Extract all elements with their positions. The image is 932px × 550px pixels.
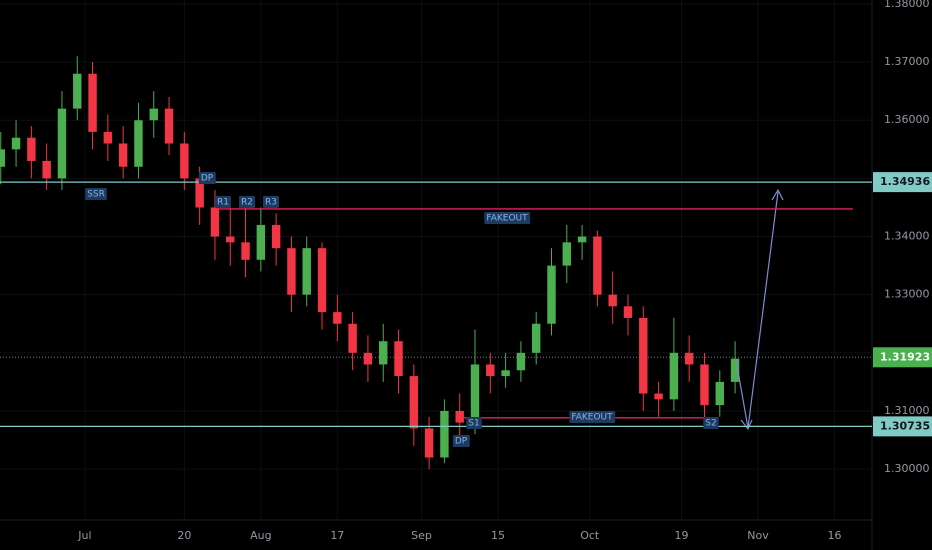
annotation-label: R3 [265, 198, 277, 208]
x-tick-label: 19 [675, 529, 689, 542]
candle-body [103, 131, 113, 144]
price-tag [873, 172, 932, 193]
annotation-label: FAKEOUT [486, 214, 528, 224]
x-tick-label: Nov [747, 529, 769, 542]
candle-body [180, 143, 189, 179]
candle-body [440, 410, 449, 458]
candle-body [333, 312, 342, 324]
candle-body [11, 137, 21, 150]
candle-body [547, 265, 556, 324]
annotation-badge [484, 212, 531, 224]
candle-body [226, 236, 235, 243]
candle-body [639, 317, 648, 394]
candle-body [424, 428, 434, 458]
annotation-label: R2 [241, 198, 253, 208]
annotation-label: SSR [87, 190, 105, 200]
candle-body [134, 120, 143, 167]
candle-body [394, 341, 403, 377]
candle-body [531, 323, 541, 353]
price-tag [873, 416, 932, 437]
price-tag-label: 1.34936 [880, 175, 930, 188]
candle-body [501, 370, 510, 377]
candle-body [516, 352, 526, 371]
candle-body [348, 323, 357, 353]
annotation-label: FAKEOUT [571, 413, 613, 423]
candle-body [654, 393, 663, 400]
price-tag-label: 1.31923 [880, 350, 930, 363]
candle-body [455, 410, 464, 423]
candle-body [730, 358, 740, 382]
candle-body [608, 294, 617, 307]
x-tick-label: Jul [77, 529, 91, 542]
candle-body [73, 73, 82, 109]
candle-body [149, 108, 158, 121]
price-tag [873, 347, 932, 368]
candle-body [623, 306, 633, 318]
x-tick-label: 15 [491, 529, 505, 542]
candle-body [486, 364, 495, 377]
annotation-label: DP [455, 437, 468, 447]
candle-body [271, 224, 281, 249]
annotation-badge [452, 435, 470, 447]
x-tick-label: 20 [177, 529, 191, 542]
candle-body [195, 178, 204, 208]
candle-body [256, 224, 266, 260]
candle-body [27, 137, 36, 161]
y-tick-label: 1.30000 [884, 462, 930, 475]
candle-body [287, 248, 296, 295]
arrow-head [740, 419, 753, 431]
candle-body [0, 149, 5, 167]
annotation-badge [198, 172, 216, 184]
annotation-badge [85, 188, 107, 200]
candle-body [241, 242, 250, 260]
candle-body [57, 108, 67, 179]
y-tick-label: 1.33000 [884, 288, 930, 301]
candle-body [577, 236, 587, 243]
x-tick-label: Aug [250, 529, 271, 542]
candle-body [118, 143, 128, 167]
candle-body [409, 376, 419, 429]
candle-body [379, 341, 388, 365]
candle-body [562, 242, 572, 266]
annotation-badge [703, 417, 719, 429]
candle-body [302, 248, 311, 295]
candle-body [700, 364, 709, 406]
candle-body [669, 352, 679, 400]
candle-body [210, 207, 220, 237]
annotation-badge [263, 196, 279, 208]
candle-body [88, 73, 97, 132]
candle-body [593, 236, 602, 295]
y-tick-label: 1.38000 [884, 0, 930, 10]
x-tick-label: 16 [828, 529, 842, 542]
annotation-badge [239, 196, 255, 208]
candle-body [317, 248, 327, 313]
x-tick-label: 17 [330, 529, 344, 542]
annotation-label: DP [201, 174, 214, 184]
y-tick-label: 1.34000 [884, 230, 930, 243]
annotation-label: S2 [705, 419, 716, 429]
annotation-label: R1 [217, 198, 229, 208]
price-tag-label: 1.30735 [880, 419, 930, 432]
annotation-badge [215, 196, 231, 208]
annotation-label: S1 [468, 419, 479, 429]
x-tick-label: Oct [580, 529, 600, 542]
annotation-badge [569, 411, 616, 423]
arrow-head [771, 188, 784, 201]
candle-body [42, 160, 51, 179]
x-tick-label: Sep [411, 529, 432, 542]
candle-body [164, 108, 174, 144]
candle-body [715, 381, 724, 406]
y-tick-label: 1.37000 [884, 55, 930, 68]
annotation-badge [466, 417, 482, 429]
candle-body [684, 352, 694, 365]
y-tick-label: 1.36000 [884, 113, 930, 126]
candle-body [470, 364, 480, 423]
candle-body [363, 352, 373, 365]
y-tick-label: 1.31000 [884, 404, 930, 417]
